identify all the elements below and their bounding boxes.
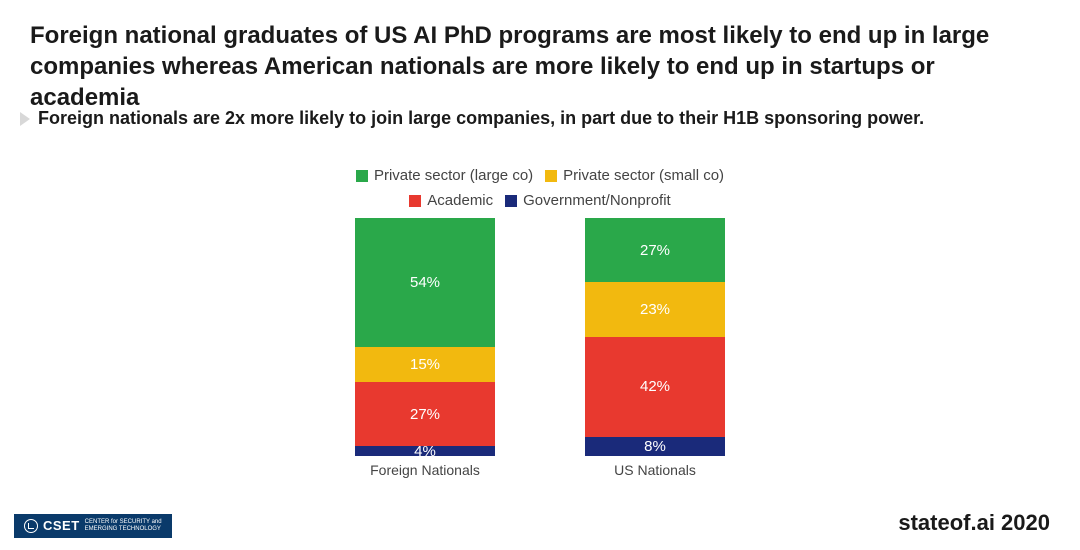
stacked-bar: 27%23%42%8% <box>585 218 725 456</box>
legend-label: Private sector (large co) <box>374 165 533 188</box>
cset-logo: CSET CENTER for SECURITY and EMERGING TE… <box>14 514 172 538</box>
legend-label: Private sector (small co) <box>563 165 724 188</box>
legend-item: Academic <box>409 190 493 213</box>
legend-item: Government/Nonprofit <box>505 190 671 213</box>
cset-sub-line2: EMERGING TECHNOLOGY <box>85 526 162 533</box>
bar-category-label: US Nationals <box>614 462 696 478</box>
chart-legend: Private sector (large co) Private sector … <box>0 165 1080 215</box>
bar-category-label: Foreign Nationals <box>370 462 480 478</box>
bar-segment: 15% <box>355 347 495 383</box>
bar-segment: 4% <box>355 446 495 456</box>
bar-segment: 27% <box>585 218 725 282</box>
legend-swatch <box>409 195 421 207</box>
legend-label: Academic <box>427 190 493 213</box>
cset-logo-subtext: CENTER for SECURITY and EMERGING TECHNOL… <box>85 519 162 532</box>
stacked-bar-chart: 54%15%27%4%Foreign Nationals27%23%42%8%U… <box>0 218 1080 478</box>
bar-segment: 42% <box>585 337 725 437</box>
source-credit: stateof.ai 2020 <box>898 510 1050 536</box>
subtitle-text: Foreign nationals are 2x more likely to … <box>38 108 924 129</box>
bar-group: 27%23%42%8% US Nationals <box>585 218 725 478</box>
legend-swatch <box>356 170 368 182</box>
legend-swatch <box>505 195 517 207</box>
bar-segment: 8% <box>585 437 725 456</box>
legend-label: Government/Nonprofit <box>523 190 671 213</box>
stacked-bar: 54%15%27%4% <box>355 218 495 456</box>
cset-logo-icon <box>24 519 38 533</box>
page-title: Foreign national graduates of US AI PhD … <box>30 20 1050 114</box>
bar-segment: 23% <box>585 282 725 337</box>
legend-item: Private sector (large co) <box>356 165 533 188</box>
bar-group: 54%15%27%4% Foreign Nationals <box>355 218 495 478</box>
legend-swatch <box>545 170 557 182</box>
legend-item: Private sector (small co) <box>545 165 724 188</box>
bar-segment: 54% <box>355 218 495 347</box>
cset-sub-line1: CENTER for SECURITY and <box>85 519 162 526</box>
bullet-icon <box>20 112 30 126</box>
cset-logo-text: CSET <box>43 519 80 533</box>
bar-segment: 27% <box>355 382 495 446</box>
subtitle-row: Foreign nationals are 2x more likely to … <box>20 108 1050 129</box>
